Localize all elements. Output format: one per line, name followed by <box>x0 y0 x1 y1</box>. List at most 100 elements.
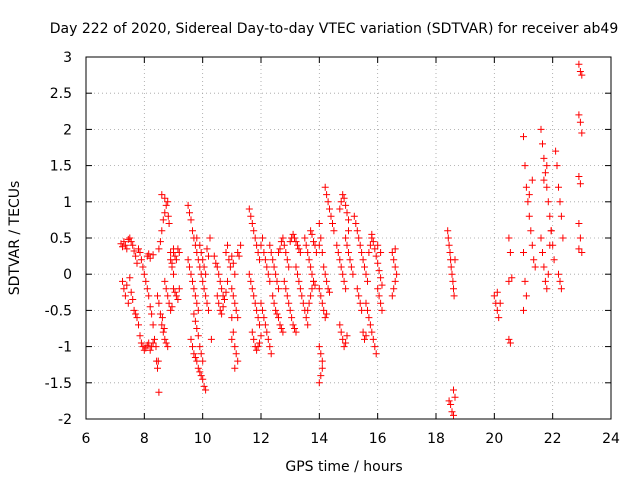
data-point <box>391 245 399 253</box>
data-point <box>256 321 263 329</box>
data-point <box>305 299 313 307</box>
data-point <box>229 328 237 336</box>
data-point <box>537 125 545 133</box>
data-point <box>190 285 198 293</box>
data-point <box>202 386 210 394</box>
data-point <box>215 270 223 278</box>
data-point <box>520 249 527 256</box>
data-point <box>315 343 323 351</box>
data-point <box>256 256 263 264</box>
data-point <box>232 306 240 314</box>
y-tick-label: -2 <box>58 412 72 428</box>
data-point <box>170 270 177 278</box>
y-tick-label: 2.5 <box>50 86 72 102</box>
data-point <box>578 249 586 256</box>
data-point <box>162 339 170 347</box>
data-point <box>368 328 376 336</box>
data-point <box>266 343 274 351</box>
data-point <box>247 277 255 285</box>
data-point <box>353 285 361 293</box>
x-tick-label: 10 <box>194 431 212 447</box>
data-point <box>229 292 237 300</box>
data-point <box>210 252 218 260</box>
data-point <box>250 227 258 235</box>
data-point <box>339 191 347 199</box>
data-point <box>374 285 382 293</box>
data-point <box>222 249 230 256</box>
data-point <box>296 249 304 256</box>
data-point <box>171 252 179 260</box>
data-point <box>352 220 360 227</box>
y-tick-label: -1.5 <box>45 376 72 392</box>
data-point <box>547 227 555 235</box>
data-point <box>200 382 208 390</box>
data-point <box>189 227 196 235</box>
data-point <box>119 243 126 251</box>
data-point <box>159 216 167 224</box>
data-point <box>345 227 352 235</box>
data-point <box>539 249 546 256</box>
data-point <box>212 259 220 267</box>
data-point <box>162 201 170 209</box>
data-point <box>390 256 398 264</box>
data-point <box>219 303 227 311</box>
data-point <box>137 256 145 264</box>
data-point <box>446 249 454 256</box>
data-point <box>203 245 211 253</box>
data-point <box>228 252 236 260</box>
data-point <box>342 234 350 242</box>
data-point <box>199 375 207 383</box>
data-point <box>229 259 237 267</box>
data-points <box>117 60 586 419</box>
data-point <box>155 245 163 253</box>
data-point <box>175 285 183 293</box>
data-point <box>149 339 157 347</box>
data-point <box>205 306 212 314</box>
data-point <box>555 270 562 278</box>
data-point <box>253 306 261 314</box>
data-point <box>578 129 586 137</box>
data-point <box>321 183 329 191</box>
data-point <box>272 270 280 278</box>
data-point <box>161 209 169 217</box>
data-point <box>199 357 207 365</box>
data-point <box>120 285 128 293</box>
data-point <box>282 249 290 256</box>
data-point <box>137 339 145 347</box>
data-point <box>372 350 380 358</box>
data-point <box>154 364 161 372</box>
data-point <box>248 328 256 336</box>
data-point <box>329 220 336 227</box>
x-tick-label: 20 <box>485 431 503 447</box>
plot-frame <box>85 56 612 420</box>
data-point <box>543 162 551 170</box>
data-point <box>391 277 399 285</box>
data-point <box>266 241 274 249</box>
data-point <box>307 292 315 300</box>
data-point <box>172 292 180 300</box>
x-tick-label: 14 <box>310 431 328 447</box>
data-point <box>371 245 379 253</box>
data-point <box>245 270 253 278</box>
data-point <box>444 227 452 235</box>
data-point <box>556 277 564 285</box>
data-point <box>544 270 552 278</box>
data-point <box>359 328 367 336</box>
data-point <box>321 270 329 278</box>
data-point <box>317 234 325 242</box>
data-point <box>448 270 456 278</box>
data-point <box>273 310 281 318</box>
data-point <box>340 343 348 351</box>
data-point <box>132 252 140 260</box>
data-point <box>161 335 169 343</box>
data-point <box>257 241 265 249</box>
data-point <box>302 241 310 249</box>
data-point <box>158 191 166 199</box>
data-point <box>576 234 584 242</box>
data-point <box>275 249 282 256</box>
data-point <box>334 249 342 256</box>
data-point <box>152 343 160 351</box>
data-point <box>277 325 285 332</box>
data-point <box>541 169 549 177</box>
data-point <box>123 281 131 289</box>
